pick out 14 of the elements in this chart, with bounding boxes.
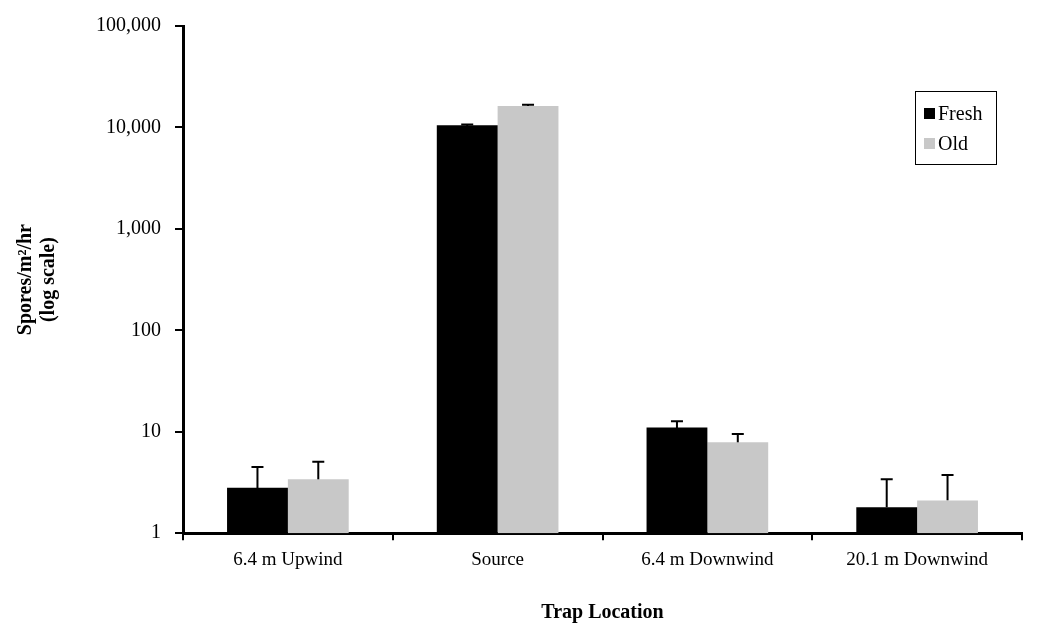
y-tick-label: 1 [151, 520, 161, 543]
x-axis-title: Trap Location [541, 600, 664, 624]
x-tick-label: 20.1 m Downwind [846, 547, 989, 569]
y-axis-title: Spores/m²/hr (log scale) [12, 223, 59, 336]
legend-label: Old [938, 131, 968, 155]
legend-label: Fresh [938, 101, 983, 125]
y-tick-label: 10,000 [106, 114, 161, 137]
x-tick-label: Source [471, 547, 525, 569]
y-tick-label: 100,000 [96, 13, 161, 36]
y-tick-label: 1,000 [116, 216, 161, 239]
x-tick-label: 6.4 m Upwind [233, 547, 343, 569]
y-tick-label: 10 [141, 419, 161, 442]
y-tick-label: 100 [131, 317, 161, 340]
x-tick-label: 6.4 m Downwind [641, 547, 775, 569]
